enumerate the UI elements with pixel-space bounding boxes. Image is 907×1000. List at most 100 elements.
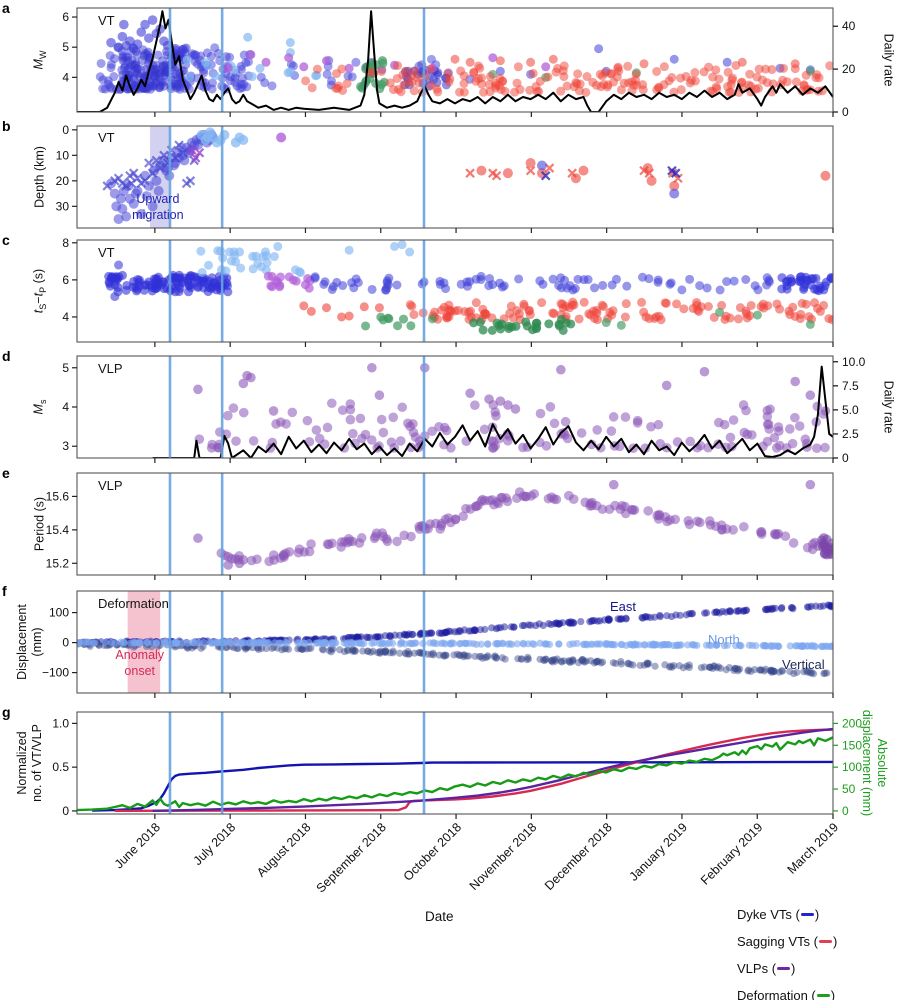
series-dyke-ts-late	[514, 272, 774, 295]
series-cum-sagging-vts	[114, 728, 833, 812]
series-dyke-ts-one	[110, 260, 124, 302]
ytick-label: 1.0	[52, 716, 69, 730]
axis-title: Daily rate	[881, 380, 896, 434]
ytick-label: 6	[62, 273, 69, 287]
series-vlp-period	[216, 487, 833, 567]
ytick-label: 15.2	[46, 556, 70, 570]
ytick-label: 15.4	[46, 523, 70, 537]
series-dyke-ts-mid	[310, 271, 509, 295]
axis-title: Normalized no. of VT/VLP	[15, 724, 44, 802]
series-vlp-ms-high	[193, 362, 831, 416]
series-green-ts-1	[361, 312, 416, 331]
ytick-label: 0	[62, 123, 69, 137]
panel-letter-c: c	[2, 232, 10, 248]
right-ytick-label: 40	[842, 19, 856, 33]
series-cum-dyke-vts	[92, 760, 833, 812]
dyke-vts-dash	[800, 913, 814, 917]
series-dyke-depth-crosses	[102, 140, 199, 191]
series-abs-deformation	[77, 736, 833, 812]
series-sagging-vt	[393, 60, 833, 97]
panel-letter-g: g	[2, 704, 11, 720]
series-sagging-ts	[405, 297, 833, 325]
axis-title: Daily rate	[881, 33, 896, 87]
series-sagging-ts-early	[299, 301, 384, 322]
month-label: November 2018	[467, 820, 540, 893]
axis-title: tS−tP (s)	[31, 268, 48, 314]
panel-b-tag: VT	[98, 130, 115, 145]
ytick-label: 4	[62, 70, 69, 84]
axis-title: Ms	[31, 399, 48, 415]
series-sagging-vt-high	[450, 54, 800, 69]
right-ytick-label: 2.5	[842, 427, 859, 441]
right-ytick-label: 50	[842, 782, 856, 796]
panel-d-plot: 3 4 5 0 2.5 5.0 7.5 10.0	[62, 355, 865, 465]
month-label: October 2018	[401, 820, 464, 883]
series-dyke-depth-late-circles	[536, 160, 680, 199]
vlps-dash	[777, 967, 791, 971]
ytick-label: 5	[62, 361, 69, 375]
panel-a-plot: 4 5 6 0 20 40	[62, 7, 856, 119]
x-axis-title: Date	[425, 909, 454, 924]
panel-f-plot: −100 0 100	[42, 590, 834, 698]
ytick-label: 8	[62, 236, 69, 250]
right-ytick-label: 0	[842, 804, 849, 818]
right-ytick-label: 200	[842, 716, 862, 730]
series-sagging-depth-circles	[476, 157, 831, 191]
series-violet-depth-crosses	[187, 145, 205, 163]
panel-c-tag: VT	[98, 245, 115, 260]
right-ytick-label: 100	[842, 760, 862, 774]
month-label: February 2019	[698, 820, 765, 887]
axis-title: Period (s)	[32, 496, 47, 552]
annotation-anomaly: Anomaly onset	[115, 648, 165, 678]
panel-a-frame	[76, 7, 834, 113]
ytick-label: 0	[62, 636, 69, 650]
month-label: March 2019	[785, 820, 842, 877]
ytick-label: 6	[62, 10, 69, 24]
panel-f-tag: Deformation	[98, 596, 169, 611]
month-label: August 2018	[254, 820, 314, 880]
month-label: September 2018	[314, 820, 389, 895]
series-sagging-vt-early	[301, 64, 409, 95]
series-label-north: North	[708, 632, 740, 647]
axis-title: Displacement (mm)	[15, 604, 44, 680]
series-vlp-daily-rate	[152, 365, 833, 458]
series-dyke-ts-end	[777, 272, 833, 296]
panel-letter-d: d	[2, 348, 11, 364]
ytick-label: 4	[62, 400, 69, 414]
series-sagging-depth-crosses	[465, 163, 683, 184]
panel-a-tag: VT	[98, 13, 115, 28]
ytick-label: 0.5	[52, 760, 69, 774]
series-shallow-ts	[196, 241, 305, 278]
panel-letter-f: f	[2, 583, 7, 599]
series-gps-north	[77, 638, 833, 651]
month-label: July 2018	[191, 820, 239, 868]
panel-c-frame	[76, 239, 834, 343]
ytick-label: 15.6	[46, 489, 70, 503]
deformation-dash	[816, 994, 830, 998]
ytick-label: 30	[56, 199, 70, 213]
panel-g-plot: 0 0.5 1.0 0 50 100 150 200	[52, 711, 862, 819]
ytick-label: 4	[62, 310, 69, 324]
series-shallow-ts-late	[344, 240, 415, 257]
ytick-label: 20	[56, 174, 70, 188]
panel-e-frame	[76, 472, 834, 576]
series-dyke-depth-late-crosses	[540, 165, 681, 181]
axis-title: MW	[31, 50, 48, 70]
panel-letter-a: a	[2, 0, 10, 16]
panel-e-plot: 15.2 15.4 15.6	[46, 472, 834, 580]
ytick-label: 5	[62, 40, 69, 54]
annotation-upward: Upward migration	[132, 192, 184, 222]
axis-title: Depth (km)	[32, 146, 47, 208]
right-ytick-label: 10.0	[842, 355, 866, 369]
legend-item-vlps: VLPs ()	[737, 961, 796, 976]
panel-d-tag: VLP	[98, 361, 123, 376]
month-label: June 2018	[112, 820, 163, 871]
right-ytick-label: 0	[842, 451, 849, 465]
ytick-label: 0	[62, 804, 69, 818]
right-ytick-label: 150	[842, 738, 862, 752]
panel-g-frame	[76, 711, 834, 815]
panel-letter-e: e	[2, 465, 10, 481]
ytick-label: 3	[62, 439, 69, 453]
